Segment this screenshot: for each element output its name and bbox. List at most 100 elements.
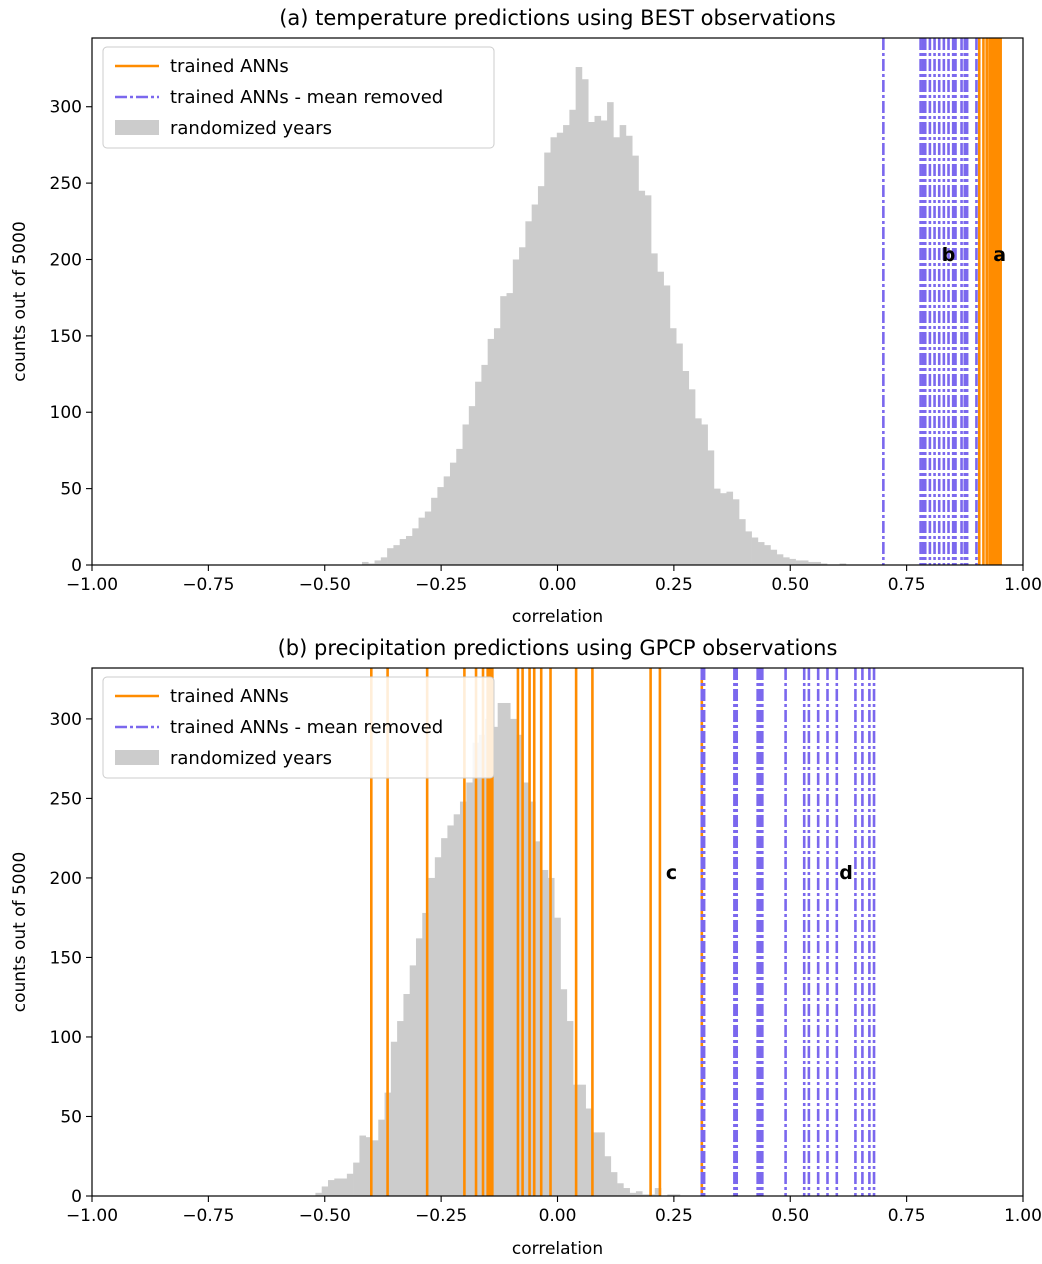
histogram-bar xyxy=(591,1132,599,1196)
histogram-bar xyxy=(393,545,400,565)
histogram-bar xyxy=(412,528,419,565)
annotation-label: a xyxy=(993,244,1006,266)
histogram-bar xyxy=(651,253,658,565)
histogram-bar xyxy=(585,1108,593,1196)
histogram-bar xyxy=(434,857,442,1196)
histogram-bar xyxy=(535,841,542,1196)
histogram-bar xyxy=(566,1021,574,1196)
histogram-bar xyxy=(537,186,545,565)
histogram-bar xyxy=(638,190,646,565)
histogram-bar xyxy=(456,448,463,565)
histogram-bar xyxy=(466,782,473,1196)
y-tick-label: 50 xyxy=(60,1107,82,1127)
y-tick-label: 100 xyxy=(50,1028,82,1048)
histogram-bar xyxy=(644,195,652,565)
legend-swatch-patch xyxy=(115,750,159,765)
x-tick-label: −0.50 xyxy=(299,1206,351,1226)
histogram-bar xyxy=(550,137,558,565)
histogram-bar xyxy=(449,462,457,565)
histogram-bar xyxy=(328,1180,335,1196)
histogram-bar xyxy=(371,1140,379,1196)
histogram-bar xyxy=(600,120,608,565)
histogram-bar xyxy=(695,418,702,565)
histogram-bar xyxy=(563,125,570,565)
histogram-bar xyxy=(368,563,375,565)
histogram-bar xyxy=(575,67,583,565)
histogram-bar xyxy=(422,912,429,1196)
histogram-bar xyxy=(604,1156,612,1196)
histogram-bar xyxy=(516,734,524,1196)
histogram-bar xyxy=(441,838,448,1196)
histogram-bar xyxy=(588,122,595,565)
histogram-bar xyxy=(682,371,690,565)
histogram-bar xyxy=(378,1119,385,1196)
histogram-bar xyxy=(569,109,576,565)
histogram-bar xyxy=(334,1178,341,1196)
histogram-bar xyxy=(669,328,677,565)
histogram-bar xyxy=(519,247,526,565)
annotation-label: d xyxy=(839,862,853,884)
histogram-bar xyxy=(431,497,438,565)
x-tick-label: 0.50 xyxy=(771,575,809,595)
histogram-bar xyxy=(808,561,815,565)
y-tick-label: 150 xyxy=(50,948,82,968)
x-tick-label: −0.50 xyxy=(299,575,351,595)
annotation-label: b xyxy=(942,244,956,266)
x-axis-label: correlation xyxy=(512,1239,603,1259)
histogram-bar xyxy=(613,137,620,565)
histogram-bar xyxy=(503,702,511,1196)
y-tick-label: 200 xyxy=(50,869,82,889)
histogram-bar xyxy=(701,424,708,565)
histogram-bar xyxy=(556,132,564,565)
histogram-bar xyxy=(642,1194,649,1196)
histogram-bar xyxy=(365,1137,373,1196)
histogram-bar xyxy=(707,450,715,565)
histogram-bar xyxy=(340,1178,348,1196)
y-tick-label: 250 xyxy=(50,789,82,809)
histogram-bar xyxy=(607,102,614,565)
histogram-bar xyxy=(632,155,639,565)
histogram-bar xyxy=(315,1192,323,1196)
histogram-bar xyxy=(512,259,520,565)
histogram-bar xyxy=(720,493,727,565)
histogram-bar xyxy=(839,563,847,565)
histogram-bar xyxy=(751,537,759,565)
y-tick-label: 150 xyxy=(50,327,82,347)
y-tick-label: 0 xyxy=(71,1187,82,1207)
histogram-bar xyxy=(405,535,413,565)
chart-title: (b) precipitation predictions using GPCP… xyxy=(278,636,838,660)
histogram-bar xyxy=(814,561,822,565)
histogram-bar xyxy=(770,549,778,565)
x-tick-label: −1.00 xyxy=(66,1206,118,1226)
histogram-bar xyxy=(497,702,505,1196)
histogram-bar xyxy=(619,125,627,565)
x-axis-label: correlation xyxy=(512,607,603,627)
histogram-bar xyxy=(374,560,382,565)
chart-panel-1: c d −1.00 −0.75 −0.50 −0.25 0.00 0.25 0.50 0.75 1.… xyxy=(10,636,1042,1259)
histogram-bar xyxy=(635,1191,643,1196)
histogram-bar xyxy=(346,1173,354,1196)
histogram-bar xyxy=(462,424,470,565)
histogram-bar xyxy=(424,511,432,565)
x-tick-label: −1.00 xyxy=(66,575,118,595)
histogram-bar xyxy=(732,499,740,565)
y-tick-label: 300 xyxy=(50,710,82,730)
y-axis-label: counts out of 5000 xyxy=(10,221,30,382)
y-tick-label: 200 xyxy=(50,250,82,270)
x-tick-label: −0.75 xyxy=(182,1206,234,1226)
legend-label: trained ANNs - mean removed xyxy=(170,87,443,108)
histogram-bar xyxy=(617,1183,624,1196)
histogram-bar xyxy=(493,328,501,565)
histogram-bar xyxy=(789,558,796,565)
histogram-bar xyxy=(418,517,426,565)
histogram-bar xyxy=(443,476,451,565)
x-tick-label: 1.00 xyxy=(1004,1206,1042,1226)
x-tick-label: 0.75 xyxy=(888,1206,926,1226)
histogram-bar xyxy=(531,204,539,565)
histogram-bar xyxy=(673,1194,681,1196)
x-tick-label: −0.25 xyxy=(415,1206,467,1226)
histogram-bar xyxy=(594,115,602,565)
histogram-bar xyxy=(745,531,752,565)
histogram-bar xyxy=(579,1084,586,1196)
